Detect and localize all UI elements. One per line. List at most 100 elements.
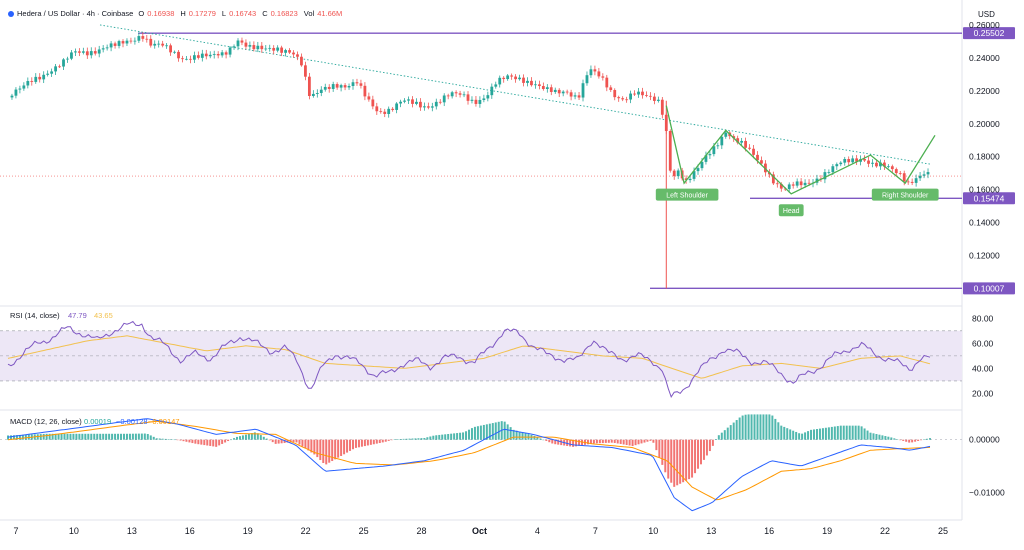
candle-up (696, 168, 700, 172)
macd-histogram-bar (691, 439, 694, 478)
macd-histogram-bar (313, 439, 316, 455)
macd-histogram-bar (673, 439, 676, 487)
macd-histogram-bar (456, 433, 459, 440)
candle-down (910, 181, 914, 183)
candle-down (902, 173, 906, 182)
macd-histogram-bar (792, 430, 795, 440)
candle-down (684, 178, 688, 181)
macd-histogram-bar (155, 438, 158, 440)
macd-histogram-bar (262, 436, 265, 440)
macd-histogram-bar (890, 437, 893, 440)
macd-histogram-bar (108, 433, 111, 440)
price-tick-label: 0.20000 (969, 119, 1000, 129)
candle-down (894, 169, 898, 174)
candle-down (141, 36, 145, 39)
macd-histogram-bar (307, 439, 310, 451)
candle-up (228, 47, 232, 55)
candle-down (169, 45, 172, 53)
candle-up (22, 85, 26, 89)
macd-histogram-bar (114, 433, 117, 440)
macd-histogram-bar (560, 439, 563, 446)
candle-down (660, 99, 664, 115)
candle-up (506, 75, 510, 80)
macd-histogram-bar (783, 426, 786, 440)
macd-histogram-bar (9, 435, 12, 440)
candle-up (125, 40, 129, 44)
macd-histogram-bar (470, 428, 473, 440)
candle-up (81, 51, 85, 53)
macd-histogram-bar (441, 434, 444, 440)
macd-histogram-bar (494, 422, 497, 440)
rsi-tick-label: 20.00 (972, 388, 994, 398)
macd-histogram-bar (881, 435, 884, 440)
macd-histogram-bar (756, 414, 759, 440)
candle-down (906, 181, 910, 183)
candle-up (692, 171, 696, 179)
candle-up (70, 52, 73, 59)
macd-histogram-bar (375, 439, 378, 444)
candle-up (236, 40, 240, 47)
candle-down (565, 91, 569, 93)
macd-histogram-bar (598, 439, 601, 444)
candle-up (704, 155, 708, 162)
macd-histogram-bar (711, 439, 714, 446)
candle-down (855, 158, 859, 162)
pattern-tag-label: Right Shoulder (882, 193, 929, 200)
macd-histogram-bar (649, 439, 652, 441)
candle-up (165, 45, 169, 47)
macd-histogram-bar (363, 439, 366, 447)
macd-histogram-bar (319, 439, 322, 461)
rsi-ma-line (7, 335, 931, 379)
candle-up (399, 101, 402, 104)
macd-histogram-bar (735, 420, 738, 440)
macd-histogram-bar (241, 435, 244, 440)
macd-histogram-bar (277, 439, 280, 444)
candle-down (890, 166, 894, 170)
candle-down (577, 95, 581, 98)
macd-histogram-bar (170, 439, 173, 440)
macd-histogram-bar (72, 433, 75, 440)
macd-histogram-bar (69, 433, 72, 440)
candle-down (613, 90, 617, 98)
macd-histogram-bar (631, 439, 634, 446)
candle-down (645, 95, 648, 97)
macd-histogram-bar (592, 439, 595, 444)
candle-up (637, 91, 640, 95)
macd-signal-line (7, 420, 931, 501)
candle-down (113, 43, 117, 46)
candle-down (216, 53, 220, 56)
macd-histogram-bar (503, 421, 506, 440)
macd-histogram-bar (286, 439, 289, 443)
level-price-badge (963, 192, 1015, 205)
macd-legend-value: −0.00147 (148, 417, 180, 426)
macd-histogram-bar (824, 427, 827, 440)
chart-header: Hedera / US Dollar · 4h · Coinbase O 0.16… (8, 9, 351, 18)
macd-histogram-bar (435, 435, 438, 440)
macd-histogram-bar (301, 439, 304, 447)
rsi-tick-label: 80.00 (972, 313, 994, 323)
macd-histogram-bar (423, 438, 426, 440)
candle-up (831, 166, 835, 173)
macd-histogram-bar (298, 439, 301, 445)
macd-histogram-bar (878, 434, 881, 440)
macd-histogram-bar (447, 434, 450, 440)
macd-histogram-bar (304, 439, 307, 449)
macd-histogram-bar (438, 434, 441, 440)
macd-histogram-bar (280, 439, 283, 444)
macd-legend-value: 0.00019 (84, 417, 111, 426)
macd-histogram-bar (646, 439, 649, 442)
macd-histogram-bar (310, 439, 313, 453)
time-tick-label: 7 (593, 526, 598, 536)
time-tick-label: 22 (880, 526, 890, 536)
macd-histogram-bar (839, 425, 842, 440)
candle-up (256, 45, 260, 50)
candle-up (133, 40, 137, 42)
macd-histogram-bar (212, 439, 215, 447)
macd-histogram-bar (920, 439, 923, 441)
pattern-tag-label: Left Shoulder (666, 193, 708, 200)
macd-histogram-bar (512, 429, 515, 440)
macd-histogram-bar (697, 439, 700, 469)
candle-down (537, 84, 541, 87)
candle-down (791, 184, 795, 186)
